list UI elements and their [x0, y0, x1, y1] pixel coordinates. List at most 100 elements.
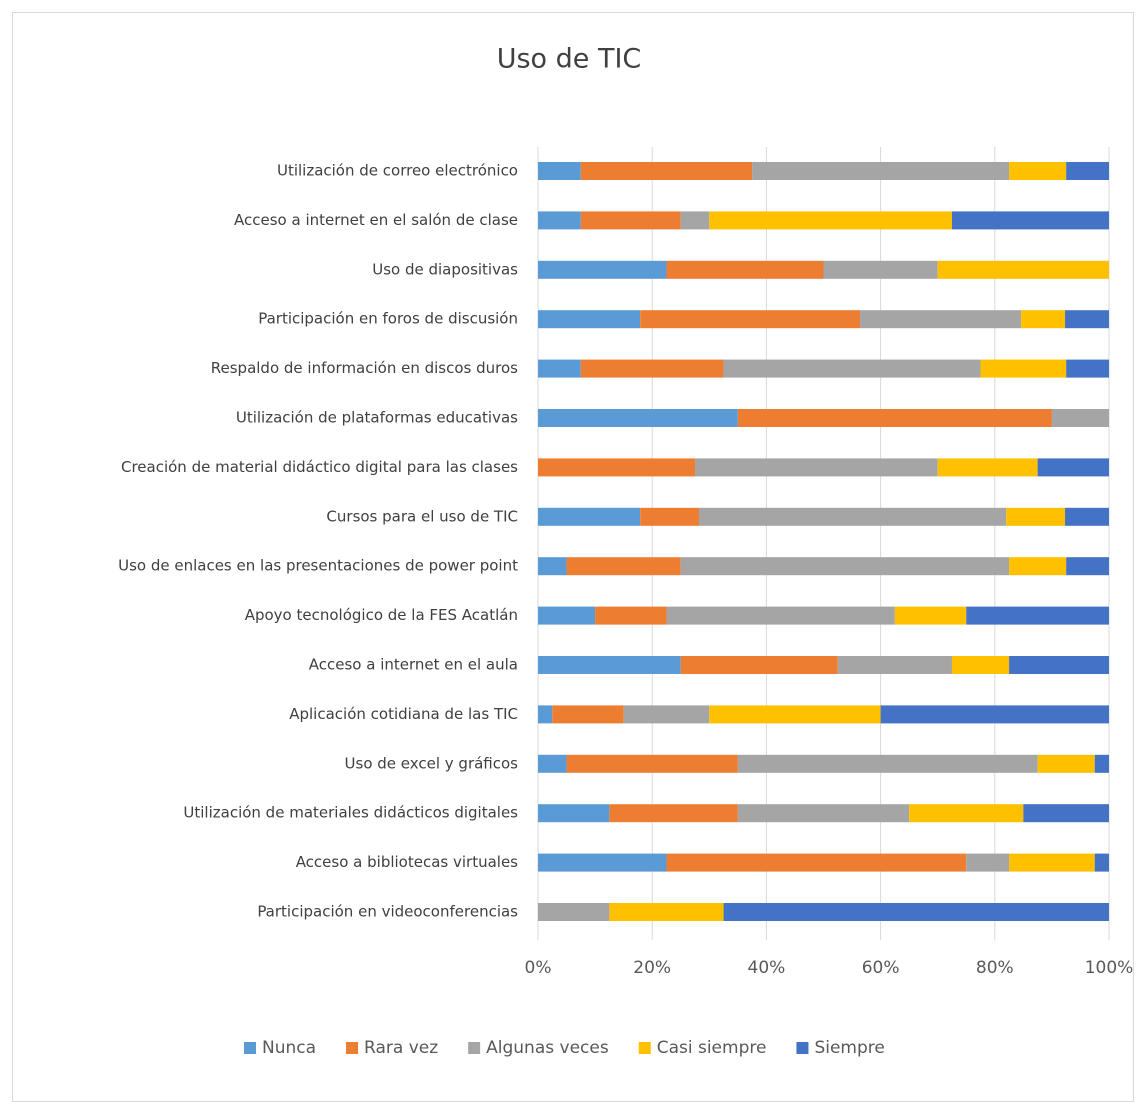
legend-swatch: [244, 1042, 256, 1054]
bar-segment: [951, 656, 1010, 674]
bar-segment: [695, 458, 938, 477]
y-tick-label: Respaldo de información en discos duros: [211, 359, 518, 377]
bar-segment: [538, 853, 667, 872]
bar-segment: [1066, 359, 1109, 378]
bar-segment: [538, 211, 581, 230]
y-tick-label: Uso de excel y gráficos: [345, 754, 519, 772]
bar-segment: [1009, 162, 1067, 180]
legend-label: Siempre: [814, 1038, 884, 1058]
chart-title: Uso de TIC: [497, 44, 642, 75]
bar-segment: [538, 162, 581, 180]
bar-segment: [1037, 458, 1109, 477]
bar-segment: [538, 804, 610, 823]
bar-segment: [937, 458, 1038, 477]
bar-segment: [580, 162, 753, 180]
legend-swatch: [468, 1042, 481, 1054]
x-tick-label: 0%: [525, 958, 552, 978]
bar-segment: [680, 211, 710, 230]
bar-segment: [623, 705, 710, 724]
bar-segment: [1065, 310, 1109, 329]
bar-segment: [752, 162, 1010, 180]
bar-segment: [860, 310, 1022, 329]
bar-segment: [595, 606, 667, 625]
bar-segment: [566, 754, 738, 773]
bar-segment: [666, 853, 967, 872]
bar-segment: [1065, 507, 1109, 526]
x-tick-label: 40%: [748, 958, 786, 978]
bar-segment: [538, 409, 738, 427]
bar-segment: [737, 409, 1052, 427]
bar-segment: [1006, 507, 1066, 526]
bar-segment: [1009, 656, 1109, 674]
y-tick-label: Uso de diapositivas: [372, 260, 518, 278]
bar-segment: [909, 804, 1024, 823]
bar-segment: [1037, 754, 1095, 773]
bar-segment: [680, 557, 1010, 576]
bar-segment: [538, 705, 553, 724]
bar-segment: [709, 211, 952, 230]
bar-segment: [1066, 162, 1109, 180]
bar-segment: [709, 705, 881, 724]
bar-segment: [723, 359, 981, 378]
bar-segment: [837, 656, 952, 674]
bar-segment: [538, 507, 641, 526]
y-tick-label: Utilización de correo electrónico: [277, 162, 518, 180]
legend-label: Nunca: [262, 1038, 316, 1058]
bar-segment: [1066, 557, 1109, 576]
bar-segment: [609, 903, 724, 921]
bar-segment: [538, 656, 681, 674]
legend-swatch: [346, 1042, 359, 1054]
bar-segment: [552, 705, 624, 724]
legend-swatch: [638, 1042, 651, 1054]
y-tick-label: Acceso a bibliotecas virtuales: [296, 853, 518, 871]
bar-segment: [894, 606, 967, 625]
bar-segment: [699, 507, 1007, 526]
bar-segment: [538, 903, 610, 921]
x-tick-label: 80%: [976, 958, 1014, 978]
bar-segment: [1009, 557, 1067, 576]
bar-segment: [640, 310, 861, 329]
bar-segment: [737, 754, 1038, 773]
y-tick-label: Uso de enlaces en las presentaciones de …: [118, 557, 518, 575]
legend-swatch: [796, 1042, 809, 1054]
y-tick-label: Aplicación cotidiana de las TIC: [289, 705, 518, 723]
bar-segment: [737, 804, 910, 823]
bar-segment: [680, 656, 838, 674]
bar-segment: [538, 557, 567, 576]
bar-segment: [538, 606, 596, 625]
bar-segment: [966, 606, 1109, 625]
bar-segment: [580, 211, 681, 230]
bar-segment: [1051, 409, 1109, 427]
legend-label: Casi siempre: [657, 1038, 767, 1058]
y-tick-label: Participación en videoconferencias: [257, 903, 518, 921]
legend-label: Rara vez: [364, 1038, 438, 1058]
bar-segment: [538, 310, 641, 329]
bar-segment: [609, 804, 738, 823]
bar-segment: [1094, 853, 1109, 872]
y-tick-label: Utilización de plataformas educativas: [236, 409, 518, 427]
bar-segment: [1021, 310, 1066, 329]
bar-segment: [980, 359, 1067, 378]
x-tick-label: 100%: [1085, 958, 1134, 978]
bar-segment: [666, 606, 895, 625]
x-tick-label: 20%: [633, 958, 671, 978]
bar-segment: [723, 903, 1109, 921]
bar-segment: [1023, 804, 1109, 823]
y-tick-label: Apoyo tecnológico de la FES Acatlán: [245, 606, 518, 624]
y-tick-label: Creación de material didáctico digital p…: [121, 458, 518, 476]
bar-segment: [566, 557, 681, 576]
bar-segment: [951, 211, 1109, 230]
bar-segment: [937, 260, 1109, 279]
bar-segment: [538, 754, 567, 773]
bar-segment: [666, 260, 824, 279]
bar-segment: [966, 853, 1010, 872]
bar-segment: [640, 507, 700, 526]
bar-segment: [538, 260, 667, 279]
bar-segment: [823, 260, 938, 279]
bar-segment: [880, 705, 1109, 724]
bar-segment: [1009, 853, 1095, 872]
legend-label: Algunas veces: [486, 1038, 609, 1058]
bar-segment: [580, 359, 724, 378]
y-tick-label: Acceso a internet en el aula: [309, 656, 518, 674]
